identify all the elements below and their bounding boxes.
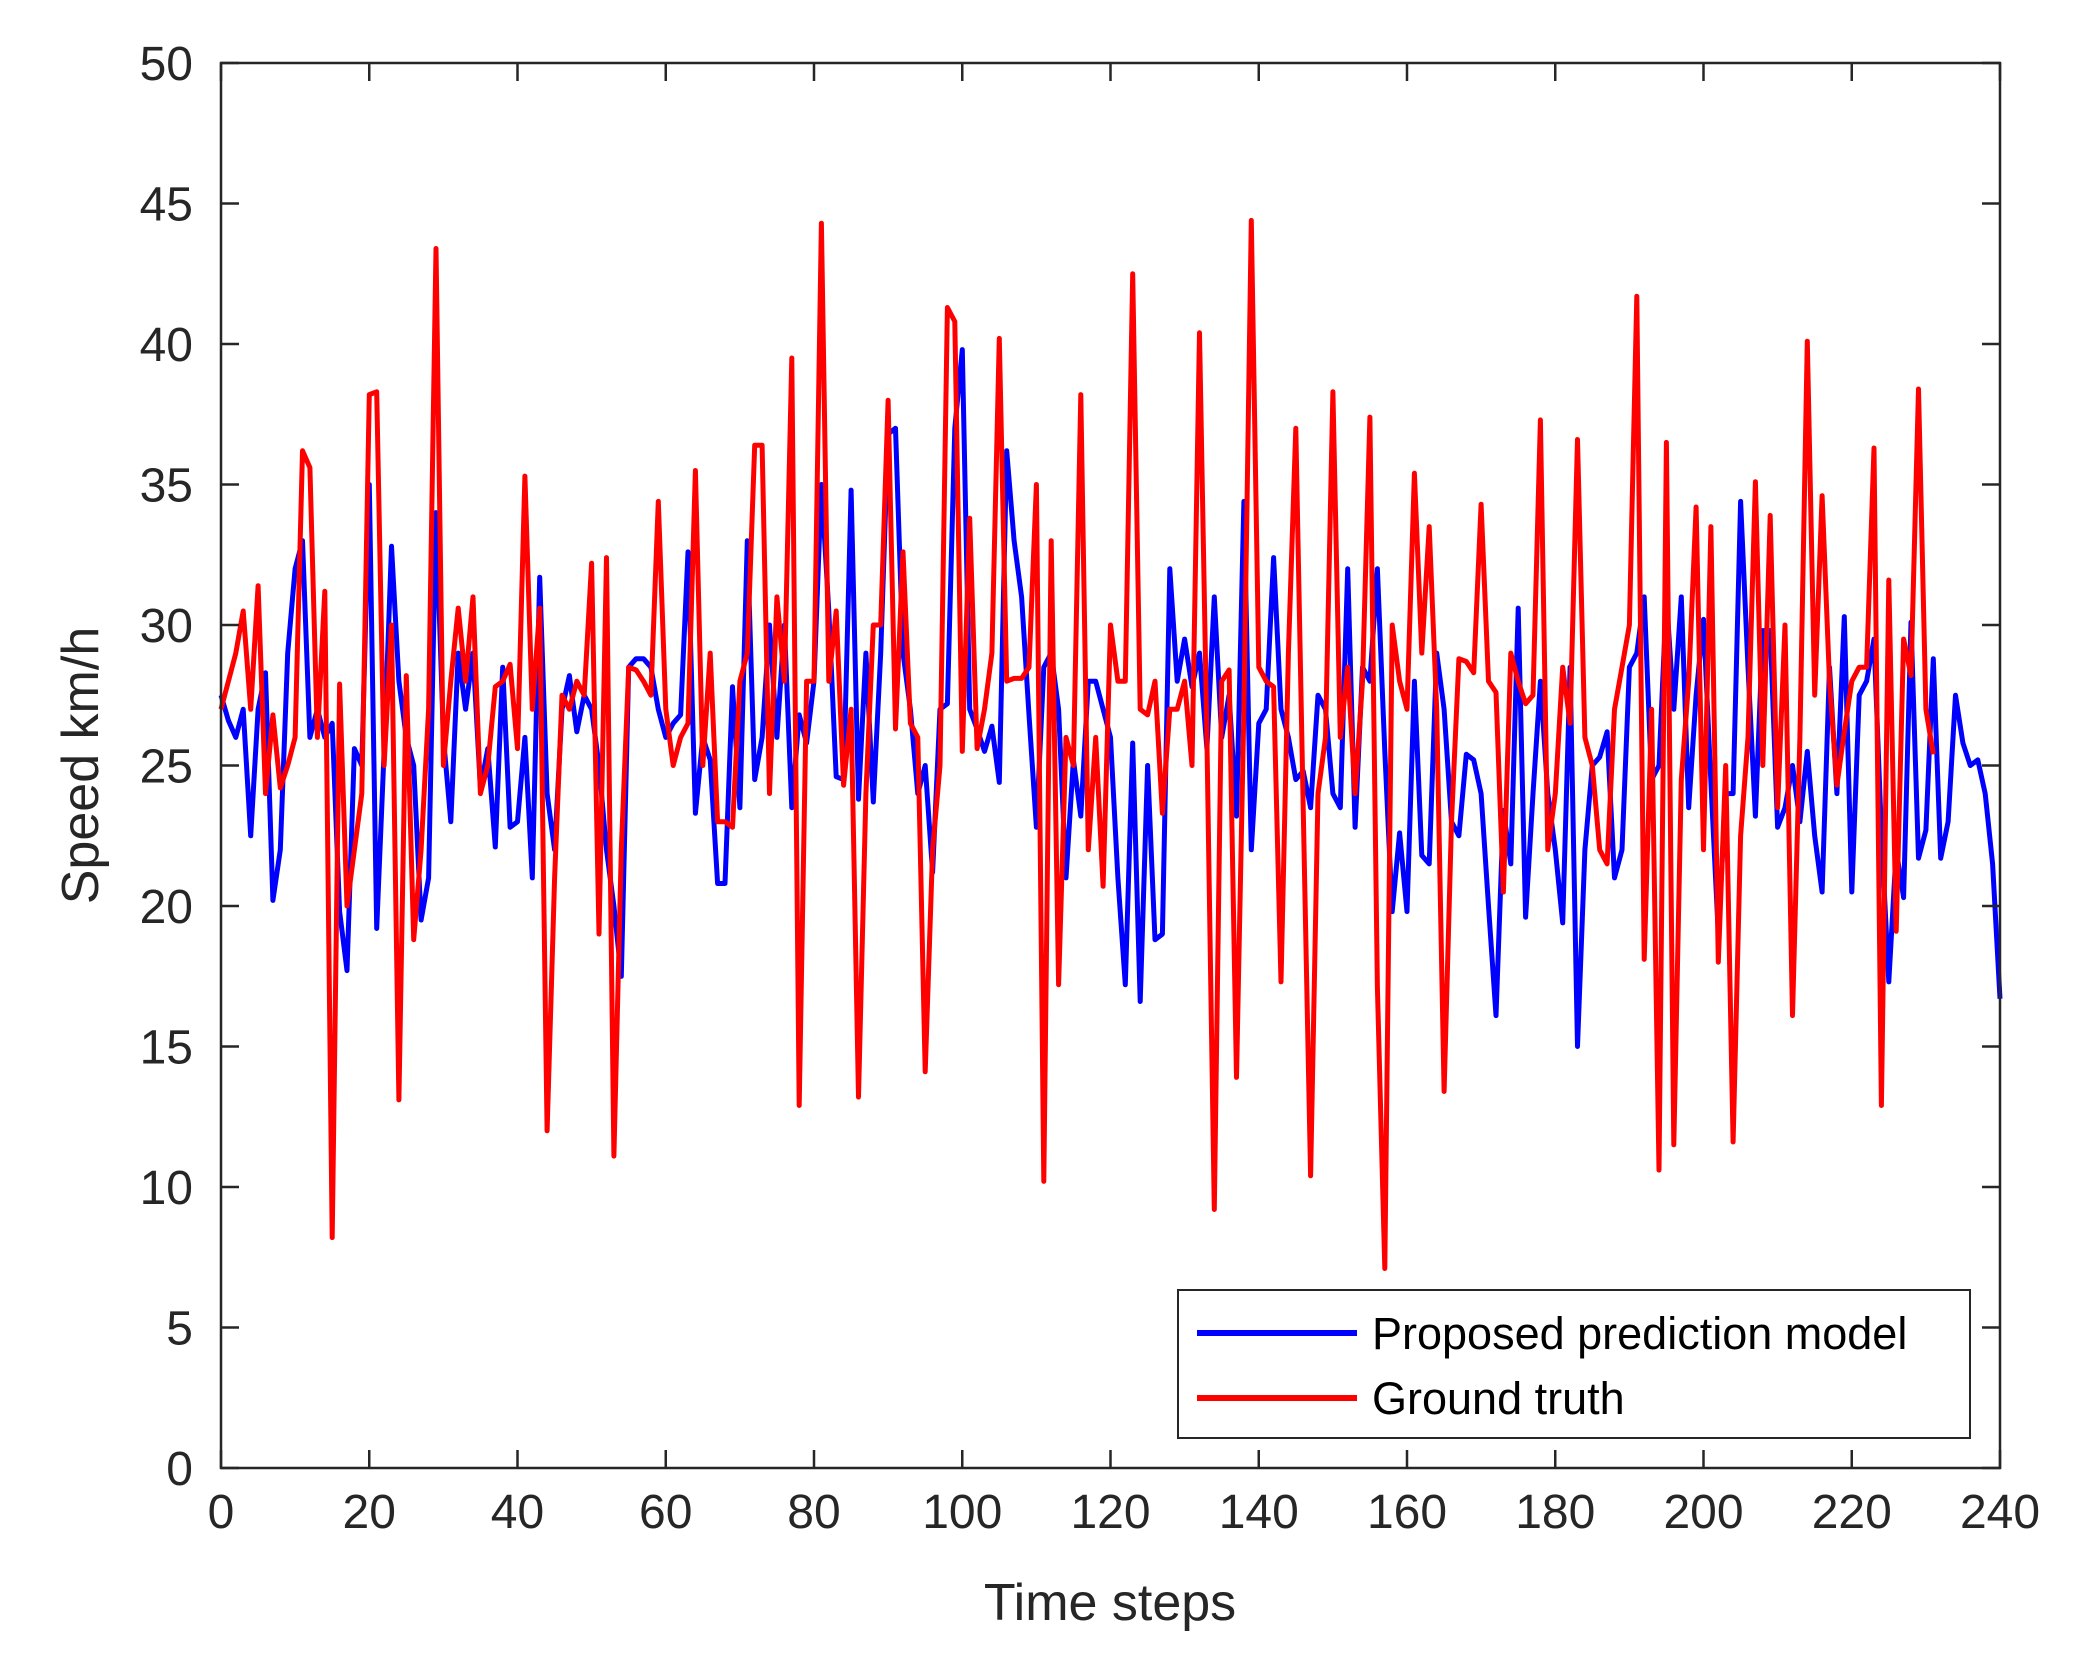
y-tick-label: 25 [140, 741, 193, 794]
x-tick-label: 240 [1960, 1486, 2040, 1539]
y-tick-label: 30 [140, 600, 193, 653]
x-axis-title: Time steps [984, 1574, 1236, 1632]
y-tick-label: 40 [140, 319, 193, 372]
y-tick-label: 50 [140, 38, 193, 91]
x-tick-label: 160 [1367, 1486, 1447, 1539]
ticks-layer: 0 20 40 60 80 100 120 140 160 180 200 220 240 0 5 10 15 2… [140, 38, 2040, 1539]
y-tick-label: 35 [140, 460, 193, 513]
x-tick-label: 0 [208, 1486, 235, 1539]
series-layer [218, 217, 2003, 1271]
legend-label-ground-truth: Ground truth [1372, 1373, 1625, 1424]
y-axis-title: Speed km/h [52, 627, 110, 905]
x-tick-label: 80 [787, 1486, 840, 1539]
y-tick-label: 0 [166, 1443, 193, 1496]
series-line-ground-truth [218, 217, 1936, 1271]
y-tick-label: 15 [140, 1022, 193, 1075]
x-tick-label: 100 [922, 1486, 1002, 1539]
x-tick-label: 200 [1663, 1486, 1743, 1539]
legend: Proposed prediction model Ground truth [1177, 1289, 1971, 1439]
x-tick-label: 40 [491, 1486, 544, 1539]
y-tick-label: 20 [140, 881, 193, 934]
x-tick-label: 220 [1812, 1486, 1892, 1539]
series-line-proposed-prediction-model [218, 347, 2003, 1049]
x-tick-label: 120 [1070, 1486, 1150, 1539]
x-tick-label: 180 [1515, 1486, 1595, 1539]
x-tick-label: 20 [343, 1486, 396, 1539]
y-tick-label: 45 [140, 179, 193, 232]
legend-label-proposed-prediction-model: Proposed prediction model [1372, 1308, 1907, 1359]
legend-box [1177, 1289, 1971, 1439]
y-tick-label: 10 [140, 1162, 193, 1215]
y-tick-label: 5 [166, 1303, 193, 1356]
x-tick-label: 140 [1219, 1486, 1299, 1539]
x-tick-label: 60 [639, 1486, 692, 1539]
